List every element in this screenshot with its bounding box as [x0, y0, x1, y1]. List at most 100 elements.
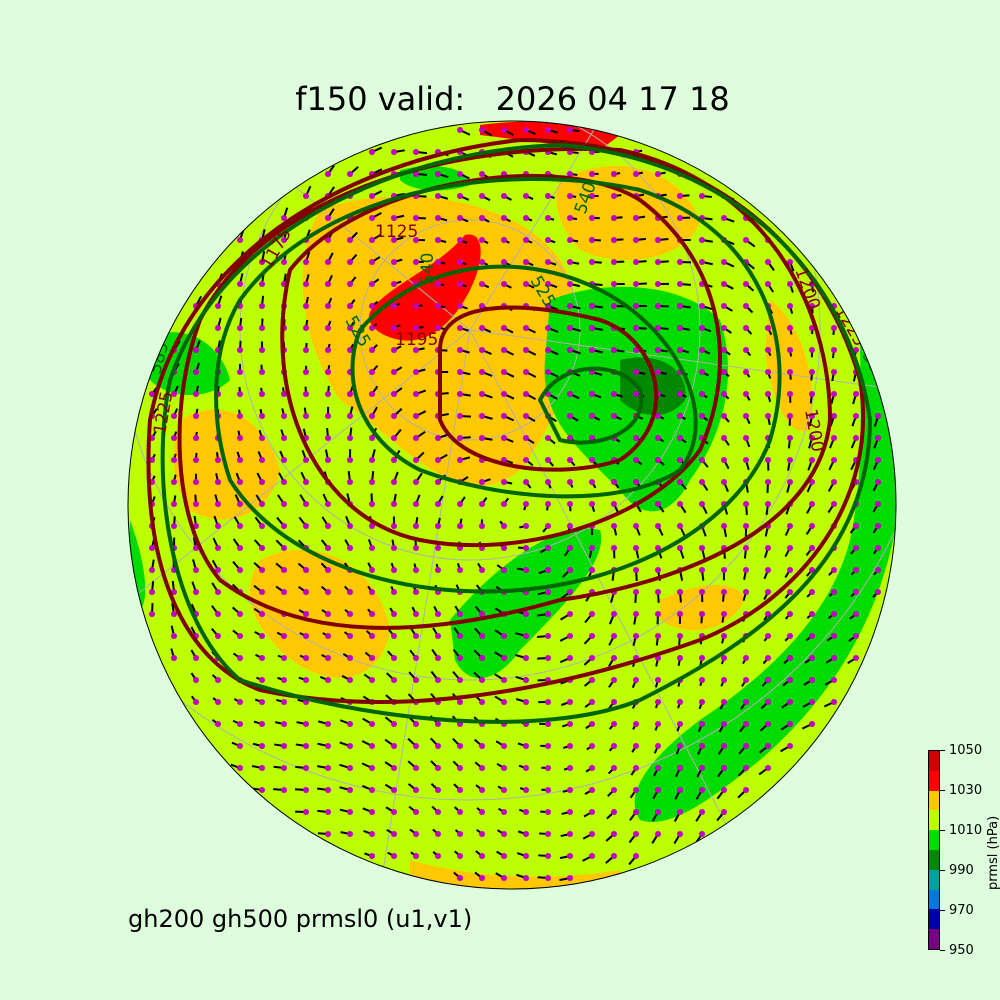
wind-dot [655, 413, 661, 419]
wind-dot [259, 325, 265, 331]
wind-dot [699, 567, 705, 573]
wind-dot [875, 567, 881, 573]
wind-dot [611, 765, 617, 771]
wind-dot [589, 831, 595, 837]
wind-dot [479, 237, 485, 243]
wind-dot [809, 567, 815, 573]
wind-dot [413, 809, 419, 815]
wind-dot [589, 347, 595, 353]
wind-dot [611, 699, 617, 705]
wind-dot [589, 215, 595, 221]
wind-dot [413, 479, 419, 485]
wind-dot [765, 721, 771, 727]
wind-dot [457, 633, 463, 639]
wind-dot [633, 435, 639, 441]
wind-dot [589, 237, 595, 243]
wind-dot [457, 501, 463, 507]
wind-dot [699, 369, 705, 375]
wind-dot [259, 655, 265, 661]
wind-dot [633, 787, 639, 793]
wind-dot [523, 853, 529, 859]
wind-dot [589, 699, 595, 705]
wind-dot [633, 237, 639, 243]
wind-dot [479, 655, 485, 661]
wind-dot [391, 567, 397, 573]
wind-dot [193, 457, 199, 463]
wind-dot [589, 809, 595, 815]
wind-dot [457, 391, 463, 397]
wind-dot [677, 545, 683, 551]
wind-dot [303, 259, 309, 265]
colorbar-tick: 1030 [940, 783, 982, 798]
wind-dot [281, 699, 287, 705]
wind-dot [567, 501, 573, 507]
wind-dot [523, 391, 529, 397]
wind-dot [699, 259, 705, 265]
wind-dot [567, 347, 573, 353]
wind-dot [325, 303, 331, 309]
wind-dot [831, 655, 837, 661]
wind-dot [809, 391, 815, 397]
wind-dot [699, 545, 705, 551]
wind-dot [435, 545, 441, 551]
wind-dot [523, 457, 529, 463]
wind-dot [479, 479, 485, 485]
wind-dot [545, 875, 551, 881]
wind-dot [413, 347, 419, 353]
wind-dot [237, 611, 243, 617]
wind-dot [391, 215, 397, 221]
wind-dot [611, 237, 617, 243]
wind-dot [325, 677, 331, 683]
wind-dot [545, 347, 551, 353]
wind-dot [655, 523, 661, 529]
wind-dot [435, 743, 441, 749]
wind-dot [501, 853, 507, 859]
wind-dot [787, 259, 793, 265]
wind-dot [721, 567, 727, 573]
wind-dot [721, 215, 727, 221]
wind-dot [259, 721, 265, 727]
wind-dot [853, 523, 859, 529]
wind-dot [325, 831, 331, 837]
wind-dot [259, 391, 265, 397]
wind-dot [281, 721, 287, 727]
wind-dot [215, 523, 221, 529]
wind-dot [655, 809, 661, 815]
wind-dot [391, 765, 397, 771]
wind-dot [589, 325, 595, 331]
wind-dot [171, 655, 177, 661]
wind-dot [787, 523, 793, 529]
wind-dot [699, 413, 705, 419]
wind-dot [655, 831, 661, 837]
wind-dot [743, 699, 749, 705]
wind-dot [721, 281, 727, 287]
wind-dot [413, 325, 419, 331]
wind-dot [281, 523, 287, 529]
wind-dot [391, 523, 397, 529]
wind-dot [787, 457, 793, 463]
wind-dot [369, 831, 375, 837]
wind-dot [149, 457, 155, 463]
wind-dot [853, 391, 859, 397]
wind-dot [831, 391, 837, 397]
colorbar-band [929, 850, 939, 870]
wind-dot [479, 259, 485, 265]
wind-dot [435, 523, 441, 529]
wind-dot [633, 567, 639, 573]
wind-dot [413, 721, 419, 727]
wind-dot [611, 809, 617, 815]
wind-dot [479, 413, 485, 419]
wind-dot [743, 435, 749, 441]
wind-dot [545, 501, 551, 507]
colorbar-tick: 970 [940, 903, 974, 918]
wind-dot [699, 391, 705, 397]
wind-dot [435, 633, 441, 639]
wind-dot [567, 809, 573, 815]
wind-dot [479, 567, 485, 573]
wind-dot [501, 699, 507, 705]
wind-dot [391, 611, 397, 617]
wind-dot [237, 457, 243, 463]
wind-dot [435, 721, 441, 727]
wind-dot [787, 721, 793, 727]
wind-dot [633, 721, 639, 727]
